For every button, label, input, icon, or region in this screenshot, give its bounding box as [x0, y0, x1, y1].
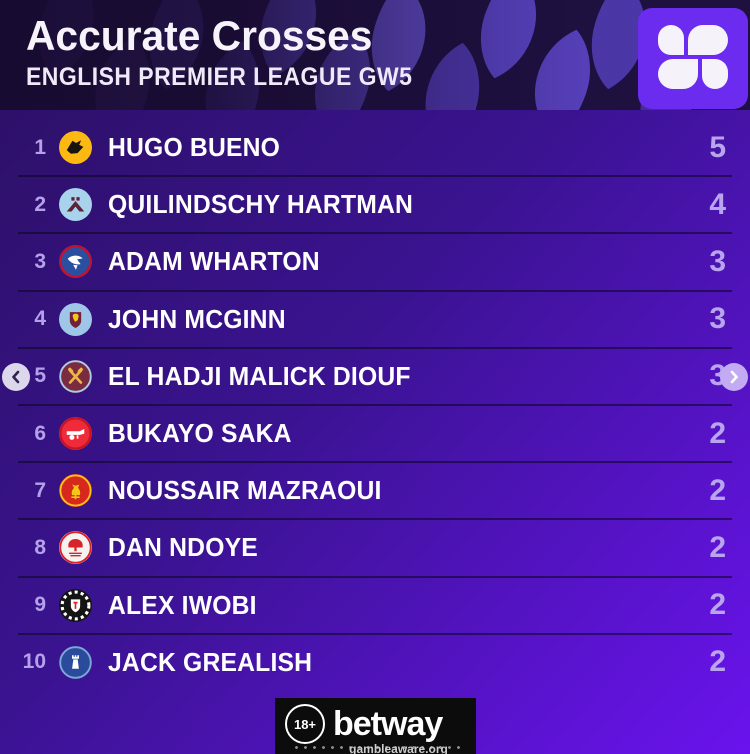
west-ham-united-badge-icon — [59, 359, 92, 393]
manchester-united-badge-icon — [59, 474, 92, 508]
page-title: Accurate Crosses — [26, 12, 373, 59]
stat-value: 5 — [709, 130, 726, 164]
stat-value: 2 — [709, 530, 726, 564]
logo-petal — [702, 59, 728, 89]
player-name: JOHN MCGINN — [108, 303, 286, 334]
player-name: EL HADJI MALICK DIOUF — [108, 360, 411, 391]
table-row: 8 DAN NDOYE 2 — [0, 519, 750, 578]
chevron-right-icon — [730, 370, 738, 384]
stat-value: 2 — [709, 645, 726, 679]
age-18plus-icon: 18+ — [285, 704, 325, 744]
header-shade-overlay — [0, 0, 750, 110]
player-name: JACK GREALISH — [108, 646, 313, 677]
rank-label: 5 — [34, 364, 46, 388]
crystal-palace-badge-icon — [59, 245, 92, 279]
logo-petal — [658, 59, 698, 89]
burnley-badge-icon — [59, 188, 92, 222]
stat-value: 2 — [709, 473, 726, 507]
table-row: 4 JOHN MCGINN 3 — [0, 291, 750, 349]
table-row: 6 BUKAYO SAKA 2 — [0, 405, 750, 464]
rank-label: 8 — [34, 535, 46, 559]
player-name: QUILINDSCHY HARTMAN — [108, 189, 414, 220]
stat-value: 3 — [709, 244, 726, 278]
chevron-left-icon — [12, 370, 20, 384]
player-name: ALEX IWOBI — [108, 589, 257, 620]
stat-value: 2 — [709, 416, 726, 450]
rank-label: 7 — [34, 478, 46, 502]
table-row: 9 ALEX IWOBI 2 — [0, 577, 750, 635]
table-row: 5 EL HADJI MALICK DIOUF 3 — [0, 348, 750, 407]
table-row: 10 JACK GREALISH 2 — [0, 634, 750, 691]
aston-villa-badge-icon — [59, 302, 92, 336]
nottingham-forest-badge-icon — [59, 531, 92, 565]
logo-petal — [658, 25, 684, 55]
wolverhampton-wanderers-badge-icon — [59, 131, 92, 165]
table-row: 7 NOUSSAIR MAZRAOUI 2 — [0, 462, 750, 521]
rank-label: 4 — [34, 307, 46, 331]
rank-label: 9 — [34, 593, 46, 617]
table-row: 1 HUGO BUENO 5 — [0, 119, 750, 178]
player-name: BUKAYO SAKA — [108, 418, 292, 449]
sofascore-logo-icon — [638, 8, 748, 109]
leaderboard-list: 1 HUGO BUENO 5 2 QUILINDSCHY HARTMAN 4 3 — [0, 119, 750, 691]
sponsor-brand: betway — [333, 705, 443, 743]
title-block: Accurate Crosses ENGLISH PREMIER LEAGUE … — [26, 12, 446, 91]
dots-decoration — [289, 745, 466, 750]
fulham-badge-icon — [59, 588, 92, 622]
arsenal-badge-icon — [59, 417, 92, 451]
player-name: DAN NDOYE — [108, 532, 258, 563]
table-row: 3 ADAM WHARTON 3 — [0, 233, 750, 292]
logo-petal — [688, 25, 728, 55]
player-name: NOUSSAIR MAZRAOUI — [108, 475, 382, 506]
stat-value: 3 — [709, 302, 726, 336]
rank-label: 10 — [22, 650, 46, 674]
sponsor-lockup: 18+ betway — [285, 704, 470, 744]
player-name: HUGO BUENO — [108, 132, 281, 163]
everton-badge-icon — [59, 645, 92, 679]
gambleaware-tagline: gambleaware.org — [349, 742, 448, 754]
sponsor-footer: 18+ betway gambleaware.org — [275, 698, 476, 754]
header: Accurate Crosses ENGLISH PREMIER LEAGUE … — [0, 0, 750, 110]
stat-value: 2 — [709, 588, 726, 622]
table-row: 2 QUILINDSCHY HARTMAN 4 — [0, 176, 750, 235]
rank-label: 3 — [34, 249, 46, 273]
carousel-prev-button[interactable] — [2, 363, 30, 391]
stat-value: 4 — [709, 187, 726, 221]
rank-label: 2 — [34, 192, 46, 216]
rank-label: 6 — [34, 421, 46, 445]
carousel-next-button[interactable] — [720, 363, 748, 391]
page-subtitle: ENGLISH PREMIER LEAGUE GW5 — [26, 63, 413, 91]
rank-label: 1 — [34, 135, 46, 159]
player-name: ADAM WHARTON — [108, 246, 320, 277]
